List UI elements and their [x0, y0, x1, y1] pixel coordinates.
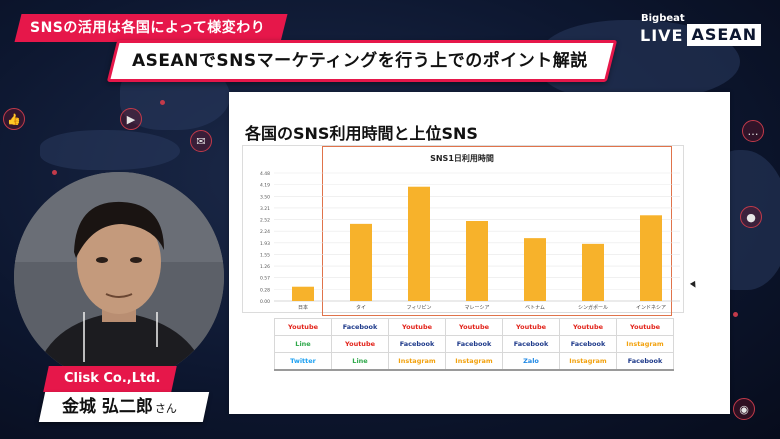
x-tick-label: シンガポール: [578, 304, 608, 311]
table-cell: Instagram: [388, 352, 446, 371]
table-cell: Youtube: [502, 318, 560, 336]
y-tick-label: 4.19: [260, 183, 270, 189]
bar: [350, 223, 372, 301]
table-cell: Zalo: [502, 352, 560, 371]
bar: [408, 186, 430, 301]
y-tick-label: 1.55: [260, 252, 270, 258]
map-dot: [733, 312, 738, 317]
table-cell: Instagram: [616, 335, 674, 353]
megaphone-icon: ▶: [120, 108, 142, 130]
like-icon: 👍: [3, 108, 25, 130]
x-tick-label: マレーシア: [465, 305, 490, 311]
bar: [466, 221, 488, 301]
x-tick-label: ベトナム: [525, 305, 545, 311]
location-icon: ◉: [733, 398, 755, 420]
table-cell: Facebook: [388, 335, 446, 353]
y-tick-label: 0.00: [260, 299, 270, 305]
sns-ranking-table: Youtube Facebook Youtube Youtube Youtube Yout…: [274, 318, 674, 371]
bar: [582, 243, 604, 301]
table-cell: Youtube: [616, 318, 674, 336]
chat-icon: …: [742, 120, 764, 142]
message-icon: ✉: [190, 130, 212, 152]
bar-chart: SNS1日利用時間 0.00 0.28 0.57 1.26 1.55 1.93 2.24 2.5…: [260, 153, 680, 311]
table-cell: Youtube: [274, 318, 332, 336]
presenter-video: [14, 172, 224, 382]
table-row: Twitter Line Instagram Instagram Zalo Instagr…: [274, 352, 674, 371]
table-cell: Line: [331, 352, 389, 371]
table-cell: Facebook: [616, 352, 674, 371]
presentation-slide: 各国のSNS利用時間と上位SNS SNS1日利用時間 0.00 0.28 0.57 1.…: [229, 92, 730, 414]
table-cell: Youtube: [331, 335, 389, 353]
presenter-name-label: 金城 弘二郎 さん: [62, 392, 177, 422]
camera-icon: ●: [740, 206, 762, 228]
subtitle-text: SNSの活用は各国によって様変わり: [30, 20, 266, 36]
table-cell: Instagram: [559, 352, 617, 371]
presenter-portrait: [14, 172, 224, 382]
logo-live: LIVE: [640, 25, 684, 45]
y-tick-label: 2.24: [260, 229, 270, 235]
x-tick-label: インドネシア: [636, 305, 666, 311]
y-tick-label: 3.21: [260, 206, 270, 212]
y-tick-label: 1.26: [260, 264, 270, 270]
presenter-name: 金城 弘二郎: [62, 397, 153, 417]
y-tick-label: 3.50: [260, 194, 270, 200]
table-cell: Facebook: [445, 335, 503, 353]
table-cell: Youtube: [445, 318, 503, 336]
table-row: Line Youtube Facebook Facebook Facebook Faceb…: [274, 335, 674, 353]
title-text: ASEANでSNSマーケティングを行う上でのポイント解説: [132, 51, 588, 71]
logo-asean: ASEAN: [687, 24, 762, 46]
presenter-honorific: さん: [154, 402, 177, 415]
table-cell: Facebook: [331, 318, 389, 336]
y-tick-label: 2.52: [260, 218, 270, 224]
table-cell: Youtube: [559, 318, 617, 336]
map-dot: [52, 170, 57, 175]
table-cell: Line: [274, 335, 332, 353]
bar: [524, 238, 546, 301]
map-dot: [160, 100, 165, 105]
y-tick-label: 0.57: [260, 276, 270, 282]
x-tick-label: フィリピン: [407, 305, 432, 311]
y-tick-label: 4.48: [260, 171, 270, 177]
y-tick-label: 1.93: [260, 241, 270, 247]
bar: [640, 215, 662, 301]
logo: LIVE ASEAN: [640, 24, 762, 46]
chart-frame: [242, 145, 684, 313]
logo-brand-small: Bigbeat: [641, 13, 685, 24]
y-tick-label: 0.28: [260, 287, 270, 293]
table-cell: Facebook: [559, 335, 617, 353]
bar: [292, 286, 314, 301]
table-cell: Instagram: [445, 352, 503, 371]
table-cell: Twitter: [274, 352, 332, 371]
x-tick-label: タイ: [356, 304, 366, 311]
table-cell: Facebook: [502, 335, 560, 353]
slide-title: 各国のSNS利用時間と上位SNS: [245, 124, 478, 143]
chart-title: SNS1日利用時間: [430, 153, 494, 163]
map-shape: [40, 130, 180, 170]
x-tick-label: 日本: [298, 304, 308, 311]
company-name: Clisk Co.,Ltd.: [64, 371, 161, 386]
table-cell: Youtube: [388, 318, 446, 336]
table-row: Youtube Facebook Youtube Youtube Youtube Yout…: [274, 318, 674, 336]
